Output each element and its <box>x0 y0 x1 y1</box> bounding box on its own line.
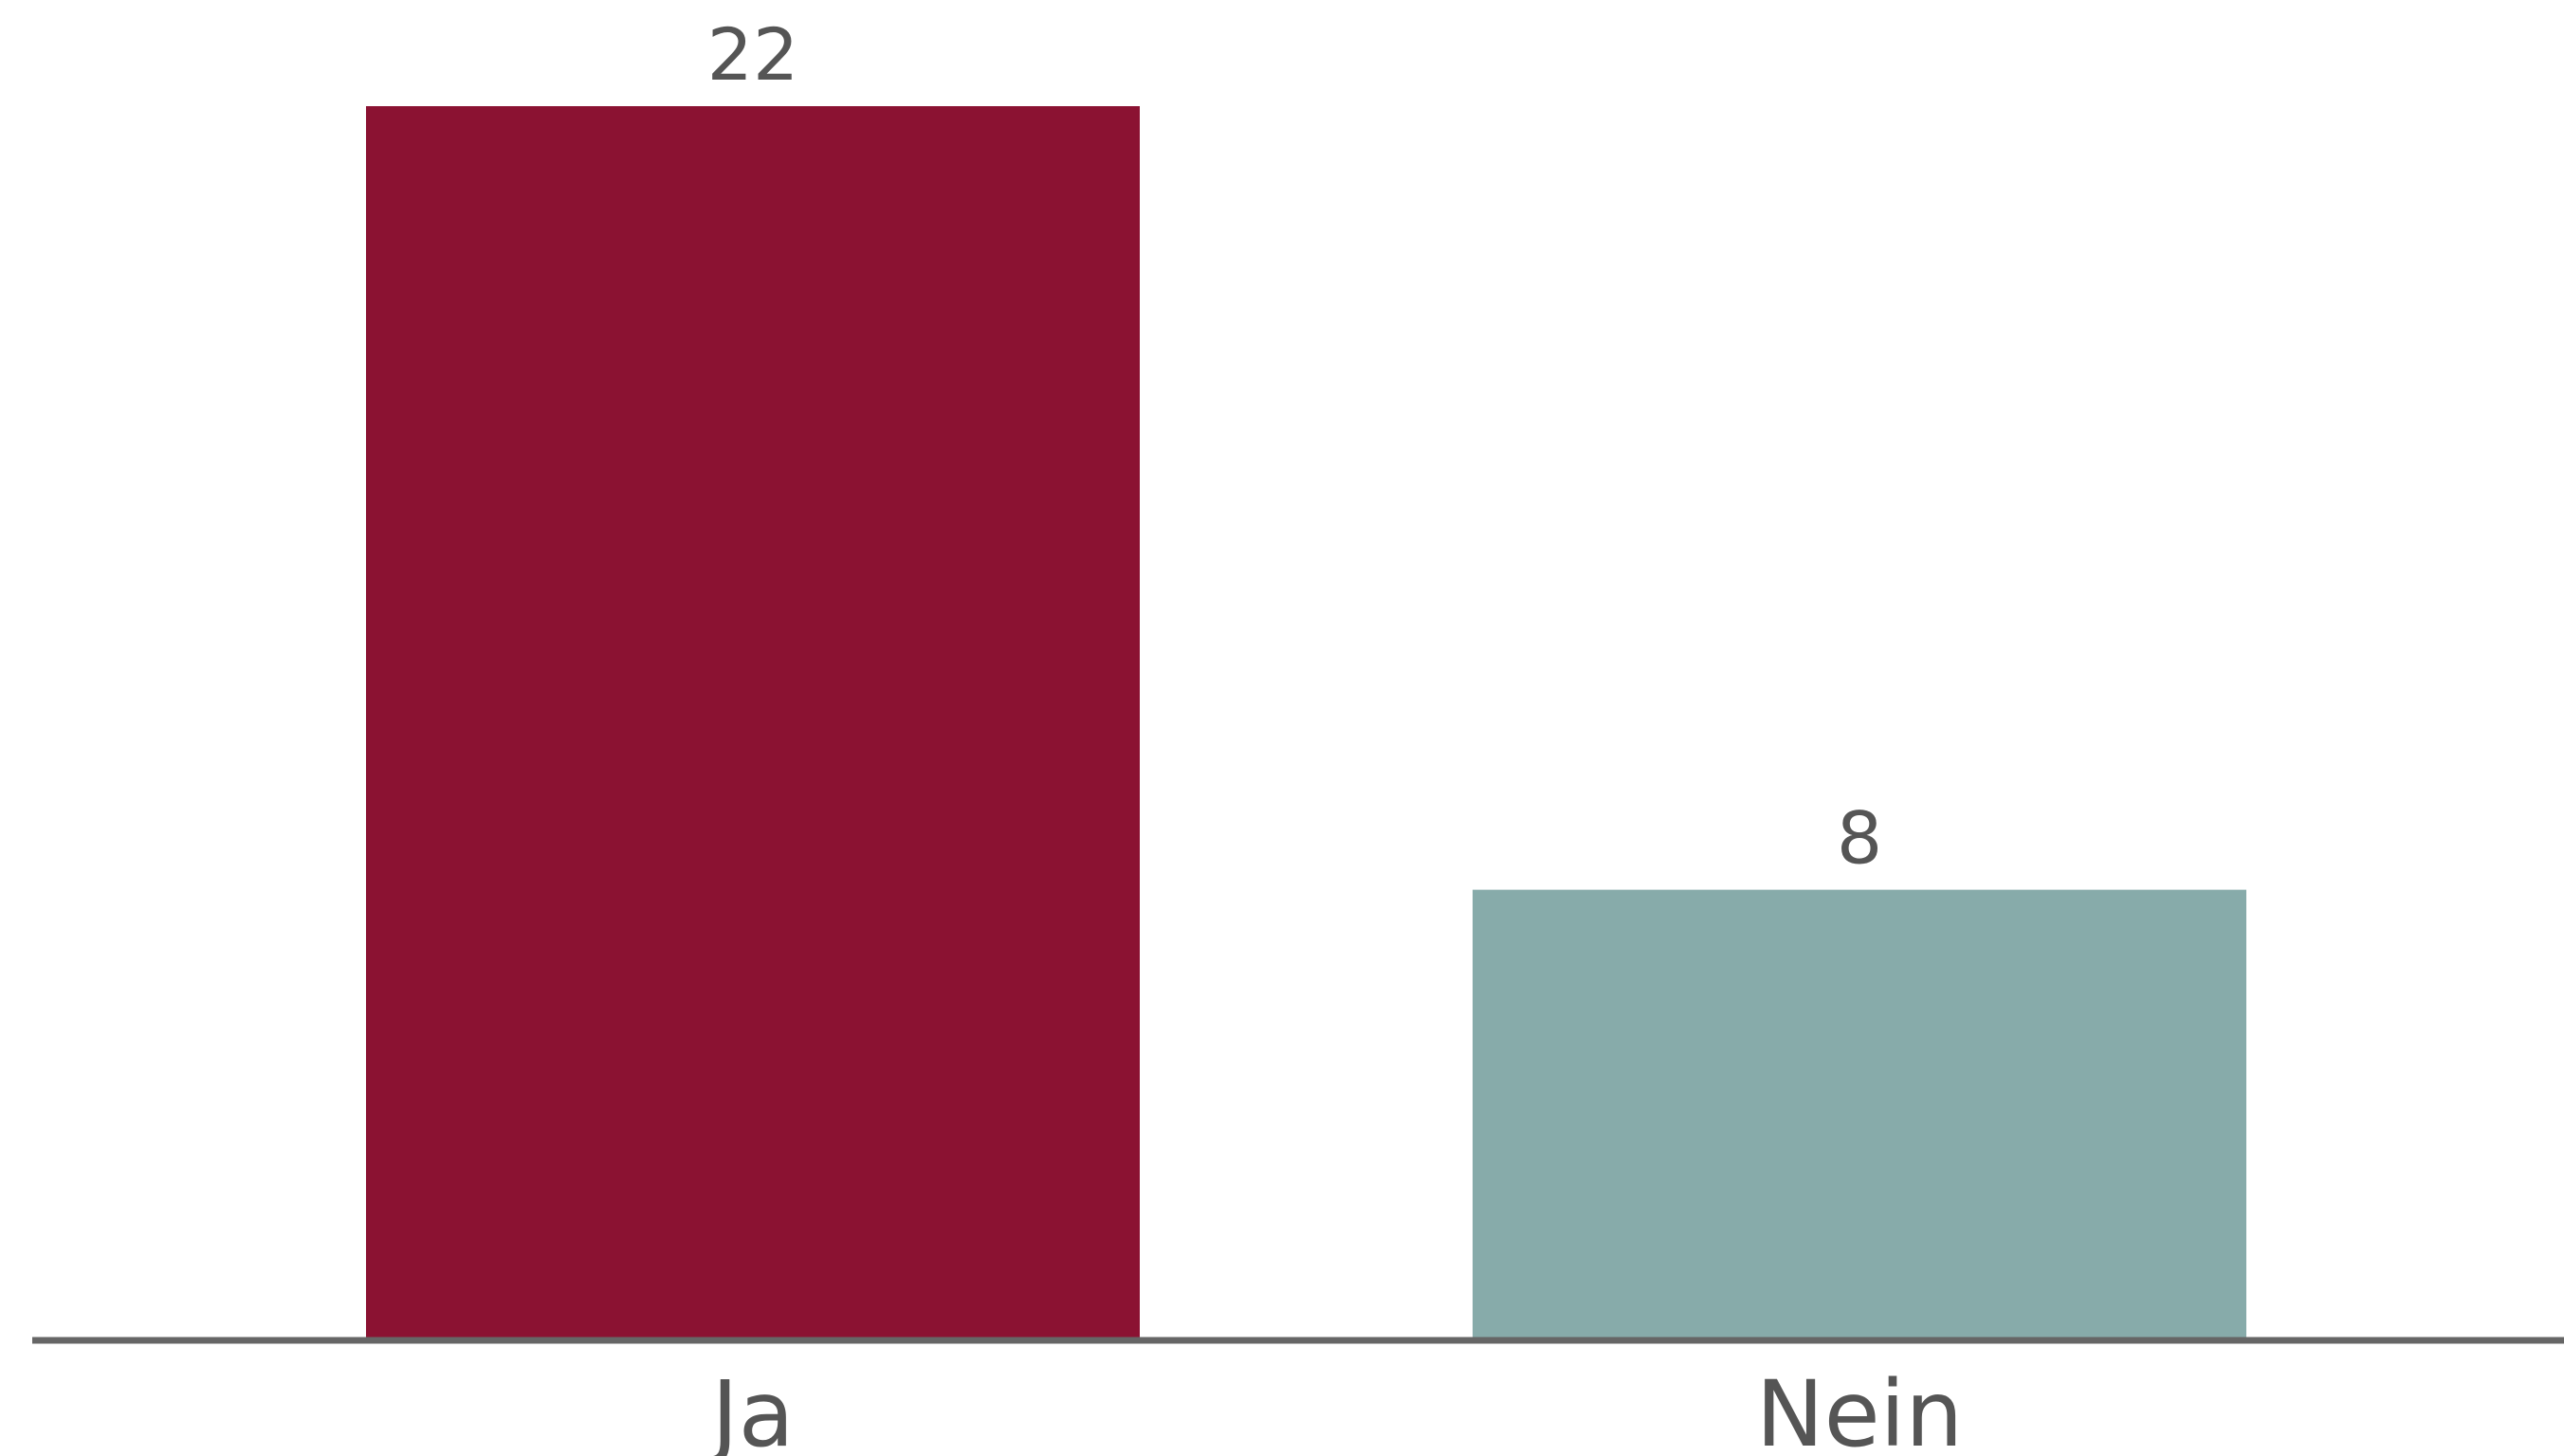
value-label-ja: 22 <box>707 12 799 97</box>
bar-ja <box>366 106 1140 1338</box>
category-labels-group: Ja Nein <box>706 1361 1963 1456</box>
bar-nein <box>1473 889 2246 1338</box>
value-label-nein: 8 <box>1837 796 1882 881</box>
value-labels-group: 22 8 <box>707 12 1883 881</box>
category-label-ja: Ja <box>706 1361 794 1456</box>
bars-group <box>366 106 2246 1338</box>
category-label-nein: Nein <box>1756 1361 1963 1456</box>
